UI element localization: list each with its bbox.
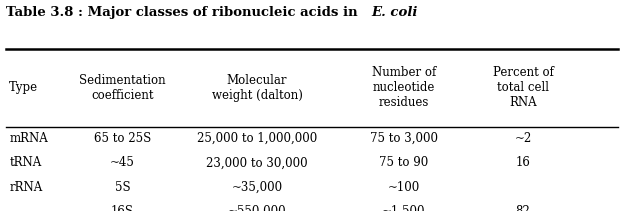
Text: ~100: ~100 — [388, 181, 420, 194]
Text: mRNA: mRNA — [9, 132, 48, 145]
Text: 5S: 5S — [115, 181, 130, 194]
Text: 82: 82 — [515, 205, 530, 211]
Text: Number of
nucleotide
residues: Number of nucleotide residues — [372, 66, 436, 109]
Text: ~2: ~2 — [514, 132, 532, 145]
Text: tRNA: tRNA — [9, 157, 42, 169]
Text: 75 to 90: 75 to 90 — [379, 157, 428, 169]
Text: 25,000 to 1,000,000: 25,000 to 1,000,000 — [197, 132, 317, 145]
Text: Percent of
total cell
RNA: Percent of total cell RNA — [492, 66, 553, 109]
Text: 16: 16 — [515, 157, 530, 169]
Text: Table 3.8 : Major classes of ribonucleic acids in: Table 3.8 : Major classes of ribonucleic… — [6, 6, 363, 19]
Text: ~45: ~45 — [110, 157, 135, 169]
Text: 65 to 25S: 65 to 25S — [94, 132, 151, 145]
Text: 16S: 16S — [111, 205, 134, 211]
Text: 23,000 to 30,000: 23,000 to 30,000 — [206, 157, 308, 169]
Text: 75 to 3,000: 75 to 3,000 — [370, 132, 437, 145]
Text: ~1,500: ~1,500 — [382, 205, 426, 211]
Text: rRNA: rRNA — [9, 181, 42, 194]
Text: ~550,000: ~550,000 — [228, 205, 286, 211]
Text: Type: Type — [9, 81, 39, 94]
Text: E. coli: E. coli — [371, 6, 417, 19]
Text: Sedimentation
coefficient: Sedimentation coefficient — [79, 74, 166, 101]
Text: ~35,000: ~35,000 — [232, 181, 283, 194]
Text: Molecular
weight (dalton): Molecular weight (dalton) — [212, 74, 303, 101]
